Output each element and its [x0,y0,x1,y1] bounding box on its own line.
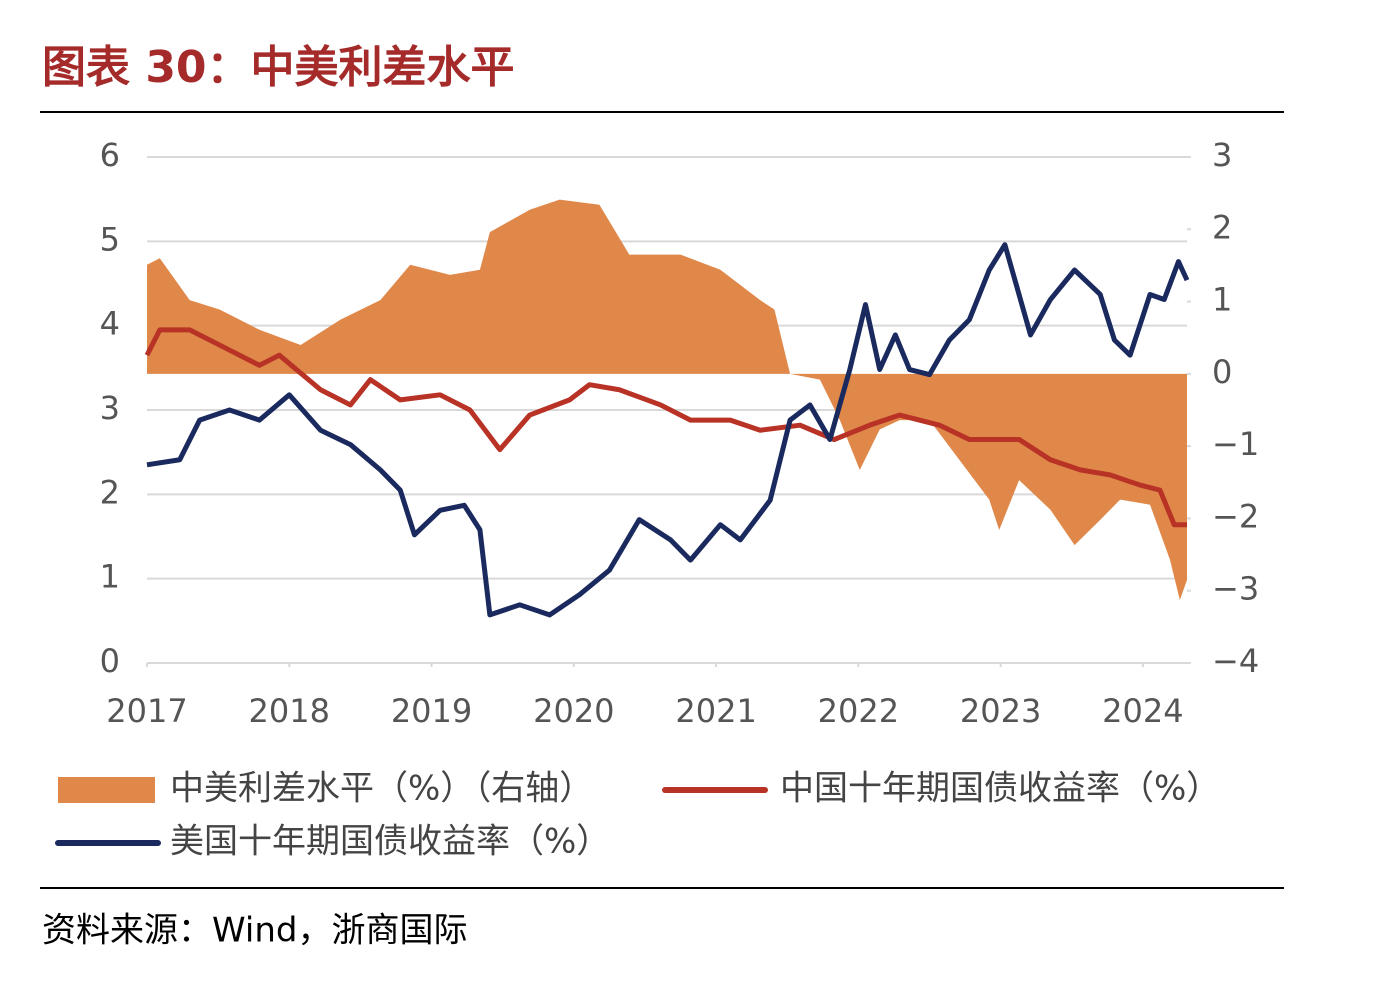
area [147,199,1187,601]
y-tick-label: 2 [100,473,120,511]
y2-tick-label: 0 [1212,353,1232,391]
source: 资料来源：Wind，浙商国际 [42,911,467,951]
x-tick-label: 2020 [533,692,614,730]
y-tick-label: 3 [100,389,120,427]
x-tick-label: 2023 [960,692,1041,730]
y2-tick-label: −1 [1212,425,1259,463]
y2-tick-label: 1 [1212,281,1232,319]
chart-title: 图表 30：中美利差水平 [42,42,515,93]
legend-label: 中国十年期国债收益率（%） [780,769,1220,809]
x-tick-label: 2022 [818,692,899,730]
x-tick-label: 2021 [675,692,756,730]
legend-label: 中美利差水平（%）（右轴） [170,769,593,809]
y2-tick-label: −3 [1212,570,1259,608]
y-tick-label: 5 [100,220,120,258]
y2-tick-label: −4 [1212,642,1259,680]
legend-label: 美国十年期国债收益率（%） [170,822,610,862]
legend-swatch [58,777,155,803]
y-tick-label: 6 [100,136,120,174]
x-tick-label: 2024 [1102,692,1183,730]
x-tick-label: 2018 [249,692,330,730]
x-tick-label: 2017 [106,692,187,730]
y2-tick-label: −2 [1212,497,1259,535]
y-tick-label: 4 [100,305,120,343]
y-tick-label: 1 [100,558,120,596]
x-tick-label: 2019 [391,692,472,730]
line [144,327,1187,528]
y-tick-label: 0 [100,642,120,680]
line [146,242,1190,618]
y2-tick-label: 2 [1212,208,1232,246]
y2-tick-label: 3 [1212,136,1232,174]
